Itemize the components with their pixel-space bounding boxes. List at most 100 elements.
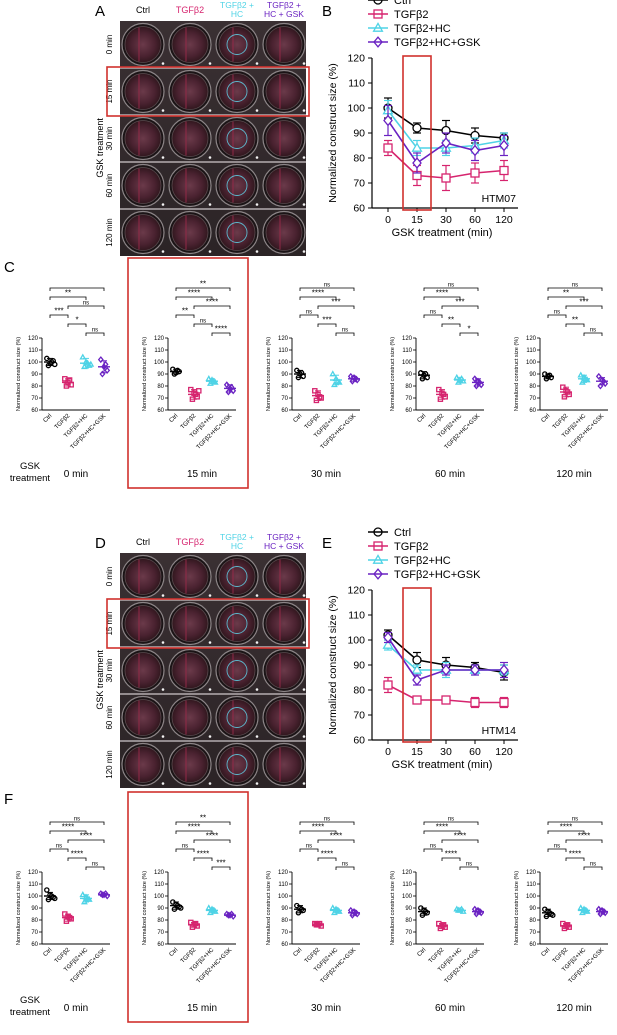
well-marker — [208, 109, 212, 112]
significance-label: ns — [306, 310, 312, 316]
data-point — [499, 139, 509, 152]
sample-point — [478, 909, 485, 917]
sample-point — [99, 370, 106, 378]
significance-bracket — [441, 857, 461, 861]
y-tick-label: 80 — [31, 918, 38, 924]
data-point — [470, 144, 480, 157]
x-tick-label: 120 — [495, 746, 513, 758]
well-dish — [171, 558, 209, 595]
well-dish — [218, 699, 256, 736]
line-chart-e: Ctrl TGFβ2 TGFβ2+HC TGFβ2+HC+GSK 60 70 80 90 100… — [327, 527, 518, 771]
significance-label: ns — [92, 862, 98, 868]
construct-outline — [226, 81, 248, 102]
well-dish — [218, 746, 256, 783]
significance-label: **** — [215, 325, 227, 334]
sample-point — [228, 383, 235, 391]
y-tick-label: 90 — [529, 906, 536, 912]
data-point — [441, 695, 451, 705]
well-marker — [208, 62, 212, 65]
significance-bracket — [299, 830, 337, 834]
sample-point — [63, 383, 70, 389]
y-tick-label: 80 — [405, 918, 412, 924]
well-marker — [161, 62, 165, 65]
y-tick-label: 110 — [348, 610, 365, 622]
data-point — [411, 664, 423, 674]
y-axis-title: Normalized construct size (%) — [266, 871, 272, 945]
sample-point — [97, 356, 104, 364]
panel-label-f: F — [4, 791, 13, 808]
cell-line-annotation: HTM14 — [482, 725, 517, 737]
sample-point — [578, 378, 586, 385]
significance-bracket — [565, 857, 585, 861]
sample-point — [419, 912, 426, 918]
timepoint-label: 120 min — [556, 469, 592, 480]
sample-point — [316, 394, 323, 400]
significance-bracket — [175, 287, 231, 291]
y-tick-label: 80 — [157, 384, 164, 390]
construct-outline — [226, 34, 248, 55]
significance-bracket — [547, 821, 603, 825]
dot-plot-row-c: 60 70 80 90 100 110 120 Normalized construct si… — [10, 257, 609, 489]
x-tick-label: TGFβ2+HC+GSK — [196, 947, 234, 985]
y-axis-title: Normalized construct size (%) — [327, 63, 339, 202]
column-header-hc-line2: HC — [231, 541, 243, 551]
y-tick-label: 90 — [281, 372, 288, 378]
y-tick-label: 70 — [157, 930, 164, 936]
y-axis-title: Normalized construct size (%) — [514, 871, 520, 945]
construct-outline — [226, 707, 248, 728]
sample-point — [471, 905, 478, 913]
well-dish — [265, 120, 303, 157]
significance-label: *** — [331, 298, 340, 307]
sample-point — [349, 377, 356, 385]
highlight-15min-box — [402, 587, 432, 743]
sample-point — [582, 375, 590, 382]
y-tick-label: 80 — [281, 918, 288, 924]
y-tick-label: 60 — [405, 942, 412, 948]
well-marker — [161, 782, 165, 785]
timepoint-label: 0 min — [64, 469, 88, 480]
y-tick-label: 60 — [405, 408, 412, 414]
sample-point — [316, 920, 323, 927]
sample-point — [101, 891, 107, 899]
row-label: 15 min — [105, 611, 114, 635]
sample-point — [211, 907, 219, 914]
y-tick-label: 90 — [157, 906, 164, 912]
significance-label: **** — [569, 850, 581, 859]
significance-bracket — [459, 332, 479, 336]
significance-label: *** — [455, 298, 464, 307]
data-point — [412, 695, 422, 705]
sample-point — [52, 361, 58, 368]
x-tick-label: TGFβ2+HC+GSK — [568, 947, 606, 985]
data-point — [412, 123, 422, 133]
significance-bracket — [175, 830, 213, 834]
significance-label: ** — [563, 289, 569, 298]
sample-point — [188, 386, 194, 393]
sample-point — [80, 363, 88, 370]
column-header-gsk-line1: TGFβ2 + — [267, 0, 301, 10]
data-point — [499, 664, 509, 676]
construct-outline — [226, 613, 248, 634]
significance-label: ** — [572, 316, 578, 325]
significance-label: **** — [206, 298, 218, 307]
well-dish — [265, 214, 303, 251]
legend-text: TGFβ2 — [394, 541, 428, 553]
significance-label: **** — [197, 850, 209, 859]
well-dish — [171, 699, 209, 736]
significance-bracket — [193, 857, 213, 861]
column-header-tgfb2: TGFβ2 — [176, 5, 204, 15]
significance-label: ns — [324, 283, 330, 289]
sample-point — [174, 367, 181, 374]
well-dish — [124, 167, 162, 204]
y-tick-label: 120 — [402, 870, 413, 876]
significance-label: **** — [188, 823, 200, 832]
sample-point — [52, 895, 58, 902]
well-marker — [161, 156, 165, 159]
significance-label: ns — [324, 817, 330, 823]
y-tick-label: 90 — [529, 372, 536, 378]
sample-point — [347, 906, 354, 914]
significance-bracket — [175, 821, 231, 825]
data-point — [382, 639, 394, 649]
sample-point — [352, 375, 359, 383]
column-header-gsk-line2: HC + GSK — [264, 9, 304, 19]
significance-bracket — [423, 848, 443, 852]
